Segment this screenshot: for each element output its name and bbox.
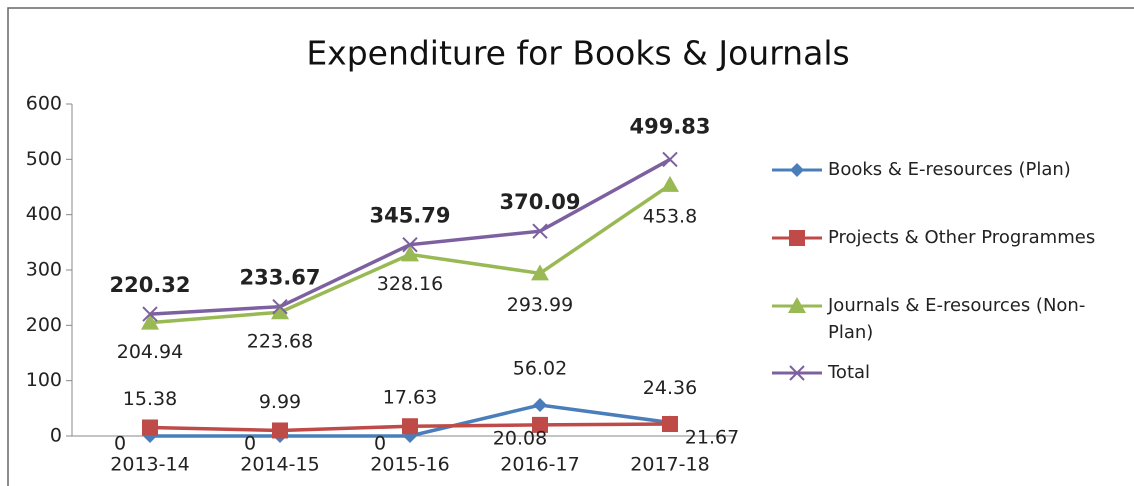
data-label: 220.32 bbox=[109, 273, 190, 297]
point bbox=[402, 236, 418, 253]
point bbox=[533, 398, 547, 413]
data-label: 370.09 bbox=[499, 190, 580, 214]
data-label: 15.38 bbox=[123, 388, 177, 410]
y-tick-label: 500 bbox=[26, 148, 62, 170]
point bbox=[662, 151, 678, 168]
x-tick-label: 2017-18 bbox=[630, 454, 709, 476]
point bbox=[662, 416, 678, 433]
point bbox=[532, 223, 548, 239]
data-label: 20.08 bbox=[493, 427, 547, 449]
point bbox=[142, 306, 158, 322]
point bbox=[402, 418, 418, 435]
data-label: 233.67 bbox=[239, 266, 320, 290]
x-tick-label: 2013-14 bbox=[110, 454, 189, 476]
point bbox=[531, 264, 549, 281]
data-label: 328.16 bbox=[377, 273, 443, 295]
data-label: 293.99 bbox=[507, 294, 573, 316]
data-label: 223.68 bbox=[247, 331, 313, 353]
data-label: 0 bbox=[114, 433, 126, 455]
legend-label: Total bbox=[828, 362, 871, 383]
point bbox=[661, 175, 679, 192]
y-tick-label: 200 bbox=[26, 314, 62, 336]
data-label: 499.83 bbox=[629, 114, 710, 138]
point bbox=[401, 245, 419, 262]
data-label: 204.94 bbox=[117, 341, 183, 363]
data-label: 56.02 bbox=[513, 358, 567, 380]
legend-label: Journals & E-resources (Non-Plan) bbox=[828, 295, 1086, 343]
data-label: 24.36 bbox=[643, 377, 697, 399]
legend-label: Projects & Other Programmes bbox=[828, 227, 1096, 248]
y-tick-label: 0 bbox=[50, 425, 62, 447]
x-tick-label: 2015-16 bbox=[370, 454, 449, 476]
point bbox=[790, 163, 804, 177]
data-label: 21.67 bbox=[685, 427, 739, 449]
point bbox=[142, 419, 158, 436]
point bbox=[272, 298, 288, 315]
y-tick-label: 600 bbox=[26, 93, 62, 115]
x-tick-label: 2014-15 bbox=[240, 454, 319, 476]
point bbox=[789, 365, 805, 381]
data-label: 0 bbox=[244, 433, 256, 455]
chart-border bbox=[7, 7, 1134, 486]
point bbox=[532, 416, 548, 433]
y-tick-label: 300 bbox=[26, 259, 62, 281]
point bbox=[788, 297, 806, 313]
x-tick-label: 2016-17 bbox=[500, 454, 579, 476]
point bbox=[141, 313, 159, 330]
chart-title: Expenditure for Books & Journals bbox=[306, 34, 849, 73]
data-label: 345.79 bbox=[369, 204, 450, 228]
y-tick-label: 400 bbox=[26, 203, 62, 225]
point bbox=[271, 303, 289, 320]
data-label: 9.99 bbox=[259, 391, 301, 413]
data-label: 453.8 bbox=[643, 205, 697, 227]
y-tick-label: 100 bbox=[26, 369, 62, 391]
data-label: 17.63 bbox=[383, 387, 437, 409]
point bbox=[272, 422, 288, 439]
data-label: 0 bbox=[374, 433, 386, 455]
point bbox=[789, 230, 805, 246]
legend-label: Books & E-resources (Plan) bbox=[828, 159, 1071, 180]
